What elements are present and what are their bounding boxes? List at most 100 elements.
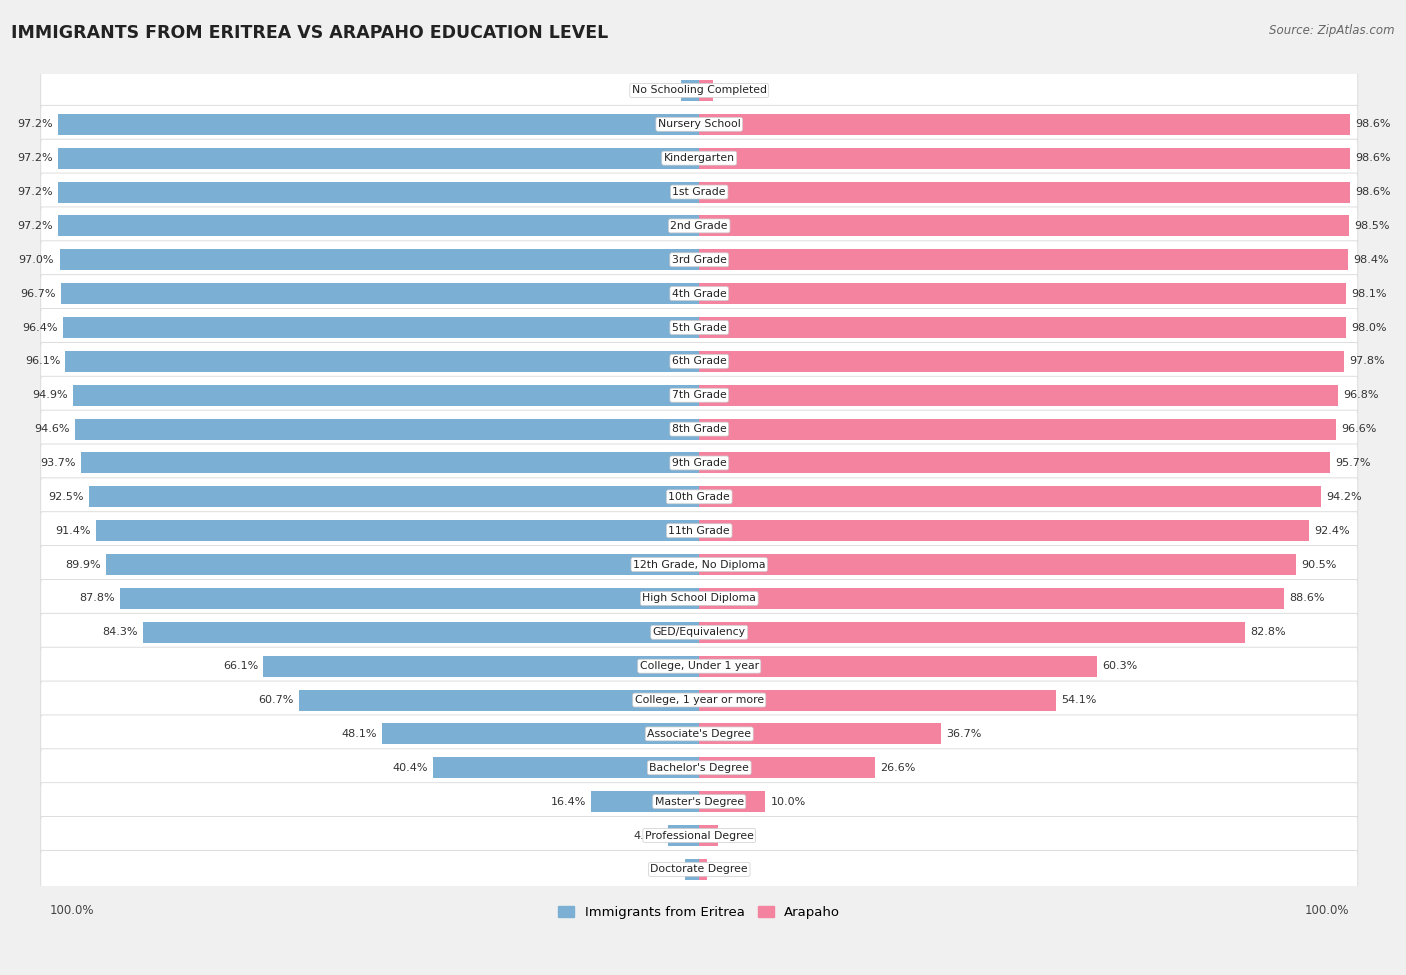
- Bar: [699, 317, 1346, 338]
- Text: 40.4%: 40.4%: [392, 762, 427, 773]
- Bar: [58, 114, 699, 135]
- Text: 87.8%: 87.8%: [79, 594, 115, 604]
- Bar: [699, 452, 1330, 474]
- FancyBboxPatch shape: [41, 512, 1358, 550]
- FancyBboxPatch shape: [41, 444, 1358, 482]
- FancyBboxPatch shape: [41, 71, 1358, 109]
- FancyBboxPatch shape: [41, 376, 1358, 414]
- Bar: [668, 825, 699, 846]
- Text: No Schooling Completed: No Schooling Completed: [631, 86, 766, 96]
- Text: 89.9%: 89.9%: [66, 560, 101, 569]
- Text: Bachelor's Degree: Bachelor's Degree: [650, 762, 749, 773]
- Text: GED/Equivalency: GED/Equivalency: [652, 627, 745, 638]
- Bar: [699, 588, 1284, 609]
- FancyBboxPatch shape: [41, 850, 1358, 888]
- Text: 60.3%: 60.3%: [1102, 661, 1137, 671]
- Text: 98.4%: 98.4%: [1354, 254, 1389, 265]
- Text: 60.7%: 60.7%: [259, 695, 294, 705]
- Text: 88.6%: 88.6%: [1289, 594, 1324, 604]
- Text: 1.2%: 1.2%: [713, 865, 741, 875]
- Bar: [66, 351, 699, 371]
- FancyBboxPatch shape: [41, 715, 1358, 753]
- Text: 9th Grade: 9th Grade: [672, 458, 727, 468]
- FancyBboxPatch shape: [41, 410, 1358, 448]
- Text: 54.1%: 54.1%: [1062, 695, 1097, 705]
- Bar: [699, 723, 941, 744]
- Text: 2.8%: 2.8%: [647, 86, 675, 96]
- Text: 90.5%: 90.5%: [1302, 560, 1337, 569]
- Bar: [699, 114, 1350, 135]
- Bar: [73, 385, 699, 406]
- FancyBboxPatch shape: [41, 816, 1358, 854]
- Text: 98.6%: 98.6%: [1355, 187, 1391, 197]
- Text: High School Diploma: High School Diploma: [643, 594, 756, 604]
- Text: 98.1%: 98.1%: [1351, 289, 1386, 298]
- Bar: [120, 588, 699, 609]
- Text: 94.2%: 94.2%: [1326, 491, 1361, 502]
- FancyBboxPatch shape: [41, 342, 1358, 380]
- Text: 94.9%: 94.9%: [32, 390, 67, 400]
- Bar: [699, 215, 1348, 236]
- Bar: [433, 758, 699, 778]
- Text: 97.0%: 97.0%: [18, 254, 55, 265]
- FancyBboxPatch shape: [41, 613, 1358, 651]
- Bar: [299, 689, 699, 711]
- FancyBboxPatch shape: [41, 647, 1358, 685]
- Bar: [382, 723, 699, 744]
- Text: 98.0%: 98.0%: [1351, 323, 1386, 332]
- FancyBboxPatch shape: [41, 174, 1358, 211]
- Bar: [107, 554, 699, 575]
- Bar: [699, 859, 707, 879]
- Text: 97.2%: 97.2%: [17, 153, 53, 163]
- Bar: [699, 689, 1056, 711]
- Text: 96.6%: 96.6%: [1341, 424, 1376, 434]
- Bar: [699, 147, 1350, 169]
- Text: 82.8%: 82.8%: [1250, 627, 1286, 638]
- Text: 48.1%: 48.1%: [342, 729, 377, 739]
- Text: IMMIGRANTS FROM ERITREA VS ARAPAHO EDUCATION LEVEL: IMMIGRANTS FROM ERITREA VS ARAPAHO EDUCA…: [11, 24, 609, 42]
- Text: 93.7%: 93.7%: [41, 458, 76, 468]
- Bar: [263, 655, 699, 677]
- Text: 3rd Grade: 3rd Grade: [672, 254, 727, 265]
- Text: 2nd Grade: 2nd Grade: [671, 221, 728, 231]
- Text: 10.0%: 10.0%: [770, 797, 806, 806]
- Text: 98.6%: 98.6%: [1355, 153, 1391, 163]
- Text: 6th Grade: 6th Grade: [672, 357, 727, 367]
- Text: 98.6%: 98.6%: [1355, 119, 1391, 130]
- Text: 1st Grade: 1st Grade: [672, 187, 725, 197]
- Text: 7th Grade: 7th Grade: [672, 390, 727, 400]
- Bar: [699, 250, 1348, 270]
- Text: 16.4%: 16.4%: [550, 797, 586, 806]
- Bar: [63, 317, 699, 338]
- Text: 96.8%: 96.8%: [1343, 390, 1378, 400]
- Text: Doctorate Degree: Doctorate Degree: [651, 865, 748, 875]
- FancyBboxPatch shape: [41, 308, 1358, 346]
- Text: 36.7%: 36.7%: [946, 729, 981, 739]
- Text: 26.6%: 26.6%: [880, 762, 915, 773]
- FancyBboxPatch shape: [41, 275, 1358, 313]
- Text: 10th Grade: 10th Grade: [668, 491, 730, 502]
- Bar: [699, 554, 1296, 575]
- Text: Kindergarten: Kindergarten: [664, 153, 735, 163]
- Text: College, 1 year or more: College, 1 year or more: [634, 695, 763, 705]
- Text: Professional Degree: Professional Degree: [645, 831, 754, 840]
- Text: 8th Grade: 8th Grade: [672, 424, 727, 434]
- FancyBboxPatch shape: [41, 579, 1358, 617]
- Text: 96.1%: 96.1%: [25, 357, 60, 367]
- Text: 2.1%: 2.1%: [652, 865, 681, 875]
- Bar: [699, 181, 1350, 203]
- Text: 4th Grade: 4th Grade: [672, 289, 727, 298]
- Text: 94.6%: 94.6%: [35, 424, 70, 434]
- Text: 92.4%: 92.4%: [1315, 526, 1350, 535]
- Bar: [62, 283, 699, 304]
- Text: 91.4%: 91.4%: [56, 526, 91, 535]
- Bar: [699, 351, 1344, 371]
- Bar: [699, 487, 1320, 507]
- Bar: [685, 859, 699, 879]
- Text: 2.1%: 2.1%: [718, 86, 747, 96]
- Text: 96.7%: 96.7%: [21, 289, 56, 298]
- Bar: [89, 487, 699, 507]
- Bar: [699, 521, 1309, 541]
- Bar: [699, 283, 1346, 304]
- Text: 97.2%: 97.2%: [17, 119, 53, 130]
